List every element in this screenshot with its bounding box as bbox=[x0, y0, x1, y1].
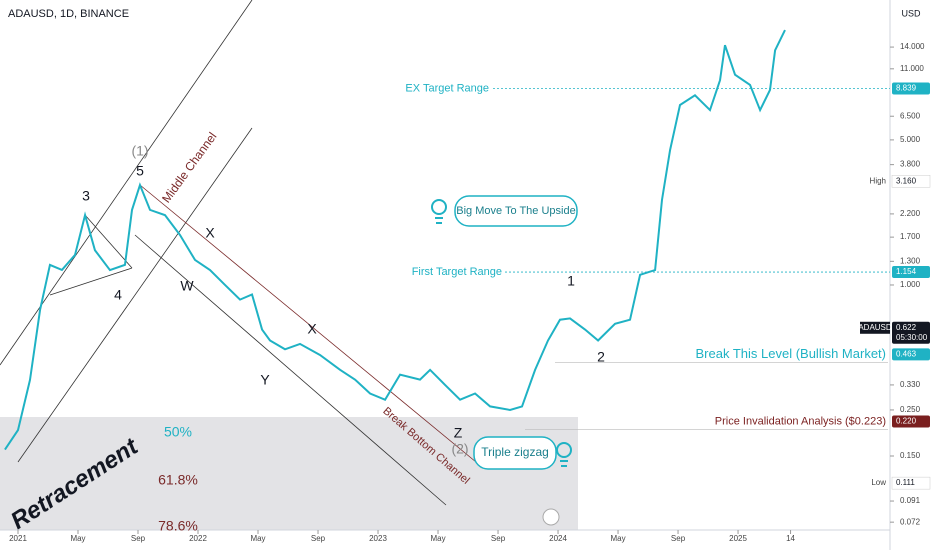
y-tick-label: 14.000 bbox=[900, 42, 925, 51]
y-tick-label: 1.700 bbox=[900, 232, 921, 241]
wave-label: 5 bbox=[136, 163, 144, 179]
x-tick-label: Sep bbox=[131, 534, 146, 543]
level-price-box bbox=[892, 348, 930, 361]
y-tick-label: 3.800 bbox=[900, 160, 921, 169]
logo-icon bbox=[542, 508, 560, 526]
high-text: High bbox=[870, 176, 886, 185]
level-text: First Target Range bbox=[412, 266, 502, 278]
wave-label: X bbox=[307, 321, 317, 337]
callout-box bbox=[454, 195, 578, 227]
high-label: 3.160 bbox=[896, 176, 917, 185]
triangle-line bbox=[49, 267, 133, 296]
x-tick-label: 14 bbox=[786, 534, 795, 543]
y-tick-label: 1.300 bbox=[900, 256, 921, 265]
level-price-label: 0.463 bbox=[896, 349, 917, 358]
y-tick-label: 0.330 bbox=[900, 380, 921, 389]
y-tick-label: 0.091 bbox=[900, 496, 921, 505]
high-box bbox=[891, 175, 931, 188]
wave-label: X bbox=[205, 225, 215, 241]
x-tick-label: May bbox=[430, 534, 445, 543]
level-price-label: 1.154 bbox=[896, 267, 917, 276]
y-tick-label: 1.000 bbox=[900, 280, 921, 289]
level-text: Price Invalidation Analysis ($0.223) bbox=[715, 415, 886, 427]
countdown-label: 05:30:00 bbox=[896, 333, 928, 342]
symbol-label: ADAUSD bbox=[858, 323, 892, 332]
y-tick-label: 6.500 bbox=[900, 111, 921, 120]
y-tick-label: 11.000 bbox=[900, 64, 924, 73]
callout-text: Triple zigzag bbox=[481, 445, 549, 459]
x-tick-label: May bbox=[610, 534, 625, 543]
x-tick-label: 2023 bbox=[369, 534, 387, 543]
current-price-box bbox=[892, 321, 930, 344]
triangle-line bbox=[84, 214, 133, 269]
level-price-box bbox=[892, 266, 930, 279]
y-tick-label: 0.150 bbox=[900, 451, 921, 460]
channel-line bbox=[134, 234, 447, 506]
fib-label: 50% bbox=[164, 424, 192, 440]
x-tick-label: 2025 bbox=[729, 534, 747, 543]
level-price-box bbox=[892, 415, 930, 428]
x-tick-label: Sep bbox=[311, 534, 326, 543]
fib-label: 61.8% bbox=[158, 472, 198, 488]
current-price-label: 0.622 bbox=[896, 323, 917, 332]
wave-label: 2 bbox=[597, 349, 605, 365]
x-tick-label: 2024 bbox=[549, 534, 567, 543]
low-label: 0.111 bbox=[896, 478, 915, 487]
x-tick-label: May bbox=[70, 534, 85, 543]
wave-label: Z bbox=[454, 425, 463, 441]
y-axis-label: USD bbox=[901, 8, 921, 18]
low-box bbox=[891, 476, 931, 490]
y-tick-label: 0.072 bbox=[900, 517, 921, 526]
wave-label: 1 bbox=[567, 273, 575, 289]
wave-label: W bbox=[180, 278, 194, 294]
level-price-label: 8.839 bbox=[896, 84, 917, 93]
bulb-icon bbox=[431, 199, 447, 224]
channel-line bbox=[139, 184, 477, 463]
x-tick-label: 2021 bbox=[9, 534, 27, 543]
level-price-box bbox=[892, 82, 930, 95]
x-tick-label: Sep bbox=[671, 534, 686, 543]
symbol-box bbox=[860, 321, 890, 334]
retracement-zone bbox=[0, 417, 578, 530]
low-text: Low bbox=[871, 478, 886, 487]
level-price-label: 0.220 bbox=[896, 417, 917, 426]
x-tick-label: Sep bbox=[491, 534, 506, 543]
bulb-icon bbox=[556, 442, 572, 467]
channel-line bbox=[17, 127, 253, 463]
wave-label: (2) bbox=[451, 441, 468, 457]
level-text: EX Target Range bbox=[405, 82, 489, 94]
price-line bbox=[4, 29, 786, 451]
level-text: Break This Level (Bullish Market) bbox=[696, 346, 887, 361]
x-tick-label: 2022 bbox=[189, 534, 207, 543]
wave-label: (1) bbox=[131, 143, 148, 159]
y-tick-label: 5.000 bbox=[900, 135, 921, 144]
callout-box bbox=[473, 436, 557, 470]
fib-label: 78.6% bbox=[158, 518, 198, 534]
wave-label: 4 bbox=[114, 287, 122, 303]
callout-text: Big Move To The Upside bbox=[456, 205, 575, 217]
wave-label: 3 bbox=[82, 188, 90, 204]
y-tick-label: 0.250 bbox=[900, 405, 921, 414]
y-tick-label: 2.200 bbox=[900, 209, 921, 218]
wave-label: Y bbox=[260, 372, 270, 388]
chart-title: ADAUSD, 1D, BINANCE bbox=[8, 8, 129, 20]
x-tick-label: May bbox=[250, 534, 265, 543]
